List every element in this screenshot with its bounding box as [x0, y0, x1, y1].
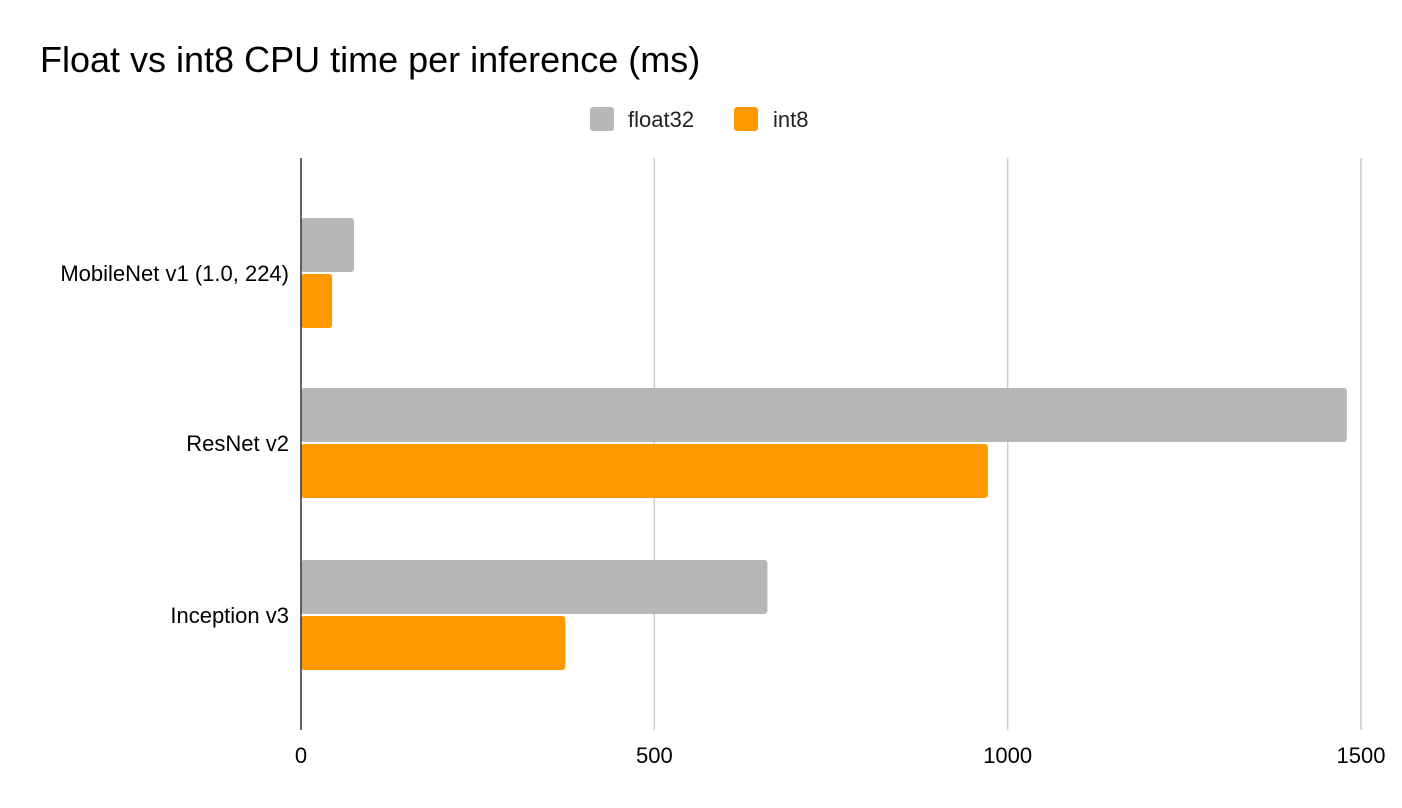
tick-label-1000: 1000 — [983, 743, 1032, 768]
tick-label-0: 0 — [295, 743, 307, 768]
bars — [301, 218, 1347, 670]
bar-float32-resnet-v2 — [301, 388, 1347, 442]
category-labels: MobileNet v1 (1.0, 224) ResNet v2 Inceptio… — [60, 261, 289, 628]
bar-float32-mobilenet-v1-1-0-224 — [301, 218, 354, 272]
bar-int8-resnet-v2 — [301, 444, 988, 498]
bar-int8-mobilenet-v1-1-0-224 — [301, 274, 333, 328]
legend: float32 int8 — [590, 107, 808, 132]
bar-int8-inception-v3 — [301, 616, 566, 670]
category-label-inception-v3: Inception v3 — [170, 603, 289, 628]
category-label-resnet-v2: ResNet v2 — [186, 431, 289, 456]
category-label-mobilenet-v1-1-0-224: MobileNet v1 (1.0, 224) — [60, 261, 289, 286]
chart-title: Float vs int8 CPU time per inference (ms… — [40, 39, 700, 80]
bar-float32-inception-v3 — [301, 560, 768, 614]
x-axis-tick-labels: 0 500 1000 1500 — [295, 743, 1386, 768]
legend-label-int8: int8 — [773, 107, 808, 132]
legend-swatch-float32 — [590, 107, 614, 131]
tick-label-500: 500 — [636, 743, 673, 768]
legend-label-float32: float32 — [628, 107, 694, 132]
legend-swatch-int8 — [734, 107, 758, 131]
tick-label-1500: 1500 — [1337, 743, 1386, 768]
